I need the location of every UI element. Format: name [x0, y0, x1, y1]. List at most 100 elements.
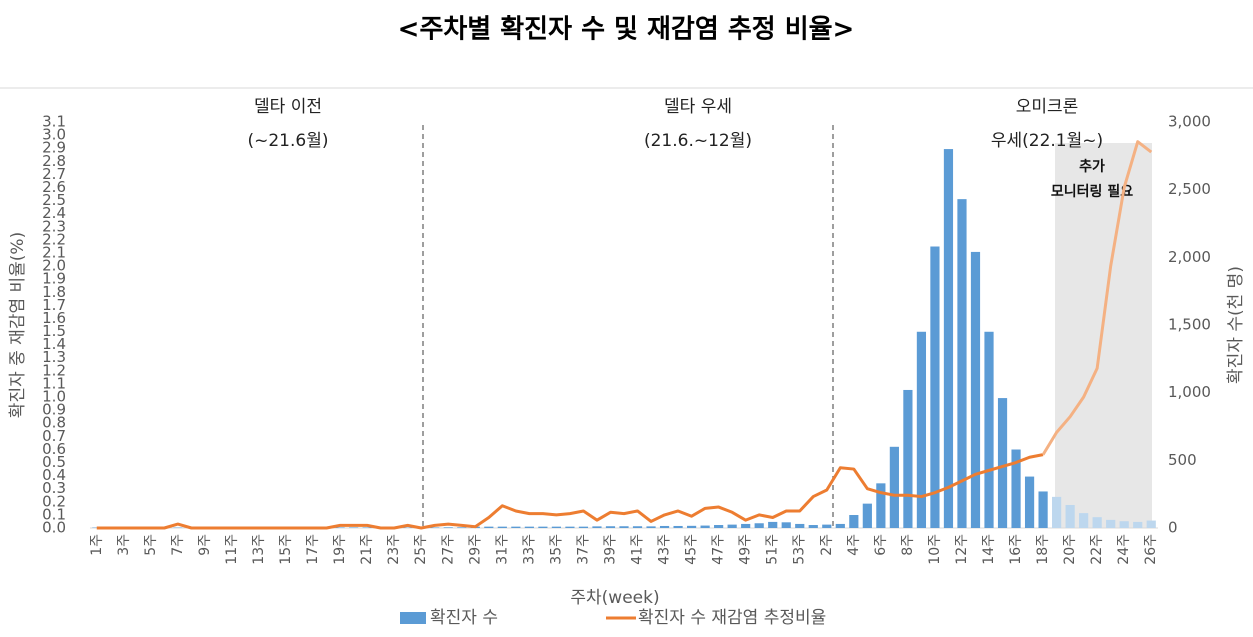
y2-tick-label: 500 [1168, 451, 1197, 469]
bar [362, 527, 372, 528]
bar [335, 527, 345, 528]
monitoring-shade [1055, 143, 1152, 528]
bar [524, 526, 534, 528]
bar [1024, 476, 1035, 528]
bar [957, 199, 967, 528]
bar [457, 527, 467, 528]
bar [727, 524, 737, 528]
y-tick-label: 0.0 [42, 519, 66, 537]
bar [970, 251, 981, 529]
x-tick-label: 51주 [765, 534, 781, 565]
y-tick-label: 0.5 [42, 453, 66, 471]
x-tick-label: 35주 [548, 534, 564, 565]
bar [1092, 517, 1102, 528]
x-tick-label: 37주 [575, 534, 591, 565]
bar [943, 149, 954, 529]
bar [1119, 521, 1129, 528]
x-tick-label: 41주 [630, 534, 646, 565]
y-tick-label: 2.8 [42, 152, 66, 170]
bar [484, 526, 494, 528]
legend-label: 확진자 수 [430, 608, 498, 628]
bar [430, 527, 440, 528]
monitoring-label: 모니터링 필요 [1051, 183, 1133, 200]
y2-tick-label: 1,500 [1168, 316, 1211, 334]
x-tick-label: 1주 [89, 534, 105, 556]
x-tick-label: 23주 [386, 534, 402, 565]
x-tick-label: 4주 [846, 534, 862, 556]
y-tick-label: 2.7 [42, 165, 66, 183]
x-tick-label: 17주 [305, 534, 321, 565]
y-tick-label: 0.1 [42, 505, 66, 523]
bar [592, 526, 602, 528]
bar [876, 483, 886, 528]
bar [1052, 496, 1062, 528]
y2-tick-label: 0 [1168, 519, 1178, 537]
x-tick-label: 14주 [981, 534, 997, 565]
period-label: 델타 우세 [664, 97, 732, 117]
bar [686, 525, 697, 528]
x-tick-label: 43주 [657, 534, 673, 565]
y2-tick-label: 2,500 [1168, 180, 1211, 198]
bar [1079, 513, 1089, 528]
y-tick-label: 0.8 [42, 414, 66, 432]
y-tick-label: 1.1 [42, 374, 66, 392]
x-tick-label: 53주 [792, 534, 808, 565]
chart-title: <주차별 확진자 수 및 재감염 추정 비율> [398, 15, 855, 45]
y-tick-label: 1.0 [42, 388, 66, 406]
x-tick-label: 7주 [170, 534, 186, 556]
x-tick-label: 5주 [143, 534, 159, 556]
bar [578, 526, 589, 528]
y-tick-label: 1.4 [42, 335, 66, 353]
x-tick-label: 33주 [521, 534, 537, 565]
bar [1011, 449, 1021, 528]
y-tick-label: 3.1 [42, 113, 66, 131]
x-tick-label: 8주 [900, 534, 916, 556]
x-tick-label: 39주 [602, 534, 618, 565]
bar [997, 398, 1008, 528]
period-label: 델타 이전 [254, 97, 322, 117]
y-tick-label: 0.9 [42, 401, 66, 419]
x-tick-label: 15주 [278, 534, 294, 565]
y-tick-label: 0.2 [42, 492, 66, 510]
x-tick-label: 31주 [494, 534, 510, 565]
period-label: (21.6.~12월) [644, 131, 752, 151]
y-tick-label: 2.2 [42, 230, 66, 248]
bar [551, 526, 562, 528]
x-tick-label: 26주 [1143, 534, 1159, 565]
period-label: 오미크론 [1016, 97, 1079, 117]
y-tick-label: 2.0 [42, 257, 66, 275]
bar [808, 525, 818, 528]
y-tick-label: 2.3 [42, 217, 66, 235]
y-tick-label: 1.7 [42, 296, 66, 314]
bar [349, 527, 359, 528]
y-axis-label: 확진자 중 재감염 비율(%) [8, 232, 28, 418]
y2-axis-label: 확진자 수(천 명) [1226, 266, 1246, 384]
bar [659, 525, 670, 528]
bar [646, 526, 656, 528]
x-tick-label: 21주 [359, 534, 375, 565]
x-tick-label: 49주 [738, 534, 754, 565]
y-tick-label: 2.5 [42, 191, 66, 209]
bar [538, 526, 548, 528]
bar [511, 526, 521, 528]
y-tick-label: 0.3 [42, 479, 66, 497]
bar [889, 446, 899, 528]
x-tick-label: 9주 [197, 534, 213, 556]
bar [714, 525, 724, 528]
bar [862, 503, 872, 528]
y-tick-label: 0.6 [42, 440, 66, 458]
y-tick-label: 1.2 [42, 361, 66, 379]
x-tick-label: 6주 [873, 534, 889, 556]
bar [741, 523, 751, 528]
bar [849, 515, 859, 528]
bar [916, 331, 927, 528]
y-tick-label: 0.4 [42, 466, 66, 484]
monitoring-label: 추가 [1079, 159, 1105, 175]
x-tick-label: 18주 [1035, 534, 1051, 565]
bar [795, 523, 805, 528]
x-tick-label: 20주 [1062, 534, 1078, 565]
x-tick-label: 2주 [819, 534, 835, 556]
y-tick-label: 2.6 [42, 178, 66, 196]
bar [673, 525, 683, 528]
